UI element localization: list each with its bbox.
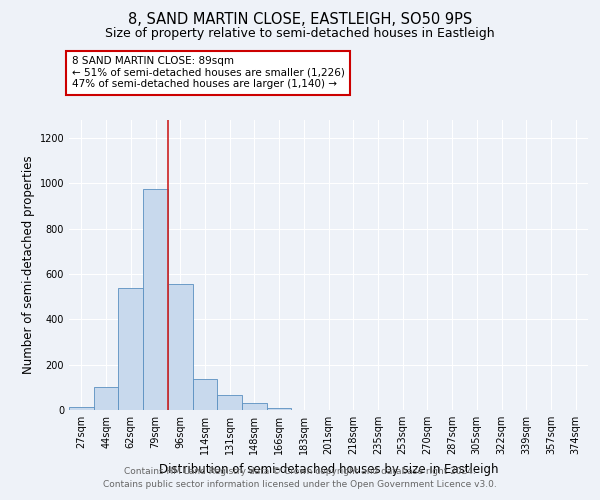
- Y-axis label: Number of semi-detached properties: Number of semi-detached properties: [22, 156, 35, 374]
- Bar: [69, 406, 94, 410]
- Text: Contains HM Land Registry data © Crown copyright and database right 2024.
Contai: Contains HM Land Registry data © Crown c…: [103, 468, 497, 489]
- X-axis label: Distribution of semi-detached houses by size in Eastleigh: Distribution of semi-detached houses by …: [159, 462, 498, 475]
- Text: Size of property relative to semi-detached houses in Eastleigh: Size of property relative to semi-detach…: [105, 28, 495, 40]
- Bar: [193, 380, 217, 410]
- Bar: [168, 284, 193, 410]
- Bar: [143, 189, 168, 410]
- Bar: [267, 408, 292, 410]
- Bar: [94, 388, 118, 410]
- Text: 8, SAND MARTIN CLOSE, EASTLEIGH, SO50 9PS: 8, SAND MARTIN CLOSE, EASTLEIGH, SO50 9P…: [128, 12, 472, 28]
- Bar: [118, 288, 143, 410]
- Bar: [217, 396, 242, 410]
- Text: 8 SAND MARTIN CLOSE: 89sqm
← 51% of semi-detached houses are smaller (1,226)
47%: 8 SAND MARTIN CLOSE: 89sqm ← 51% of semi…: [71, 56, 344, 90]
- Bar: [242, 403, 267, 410]
